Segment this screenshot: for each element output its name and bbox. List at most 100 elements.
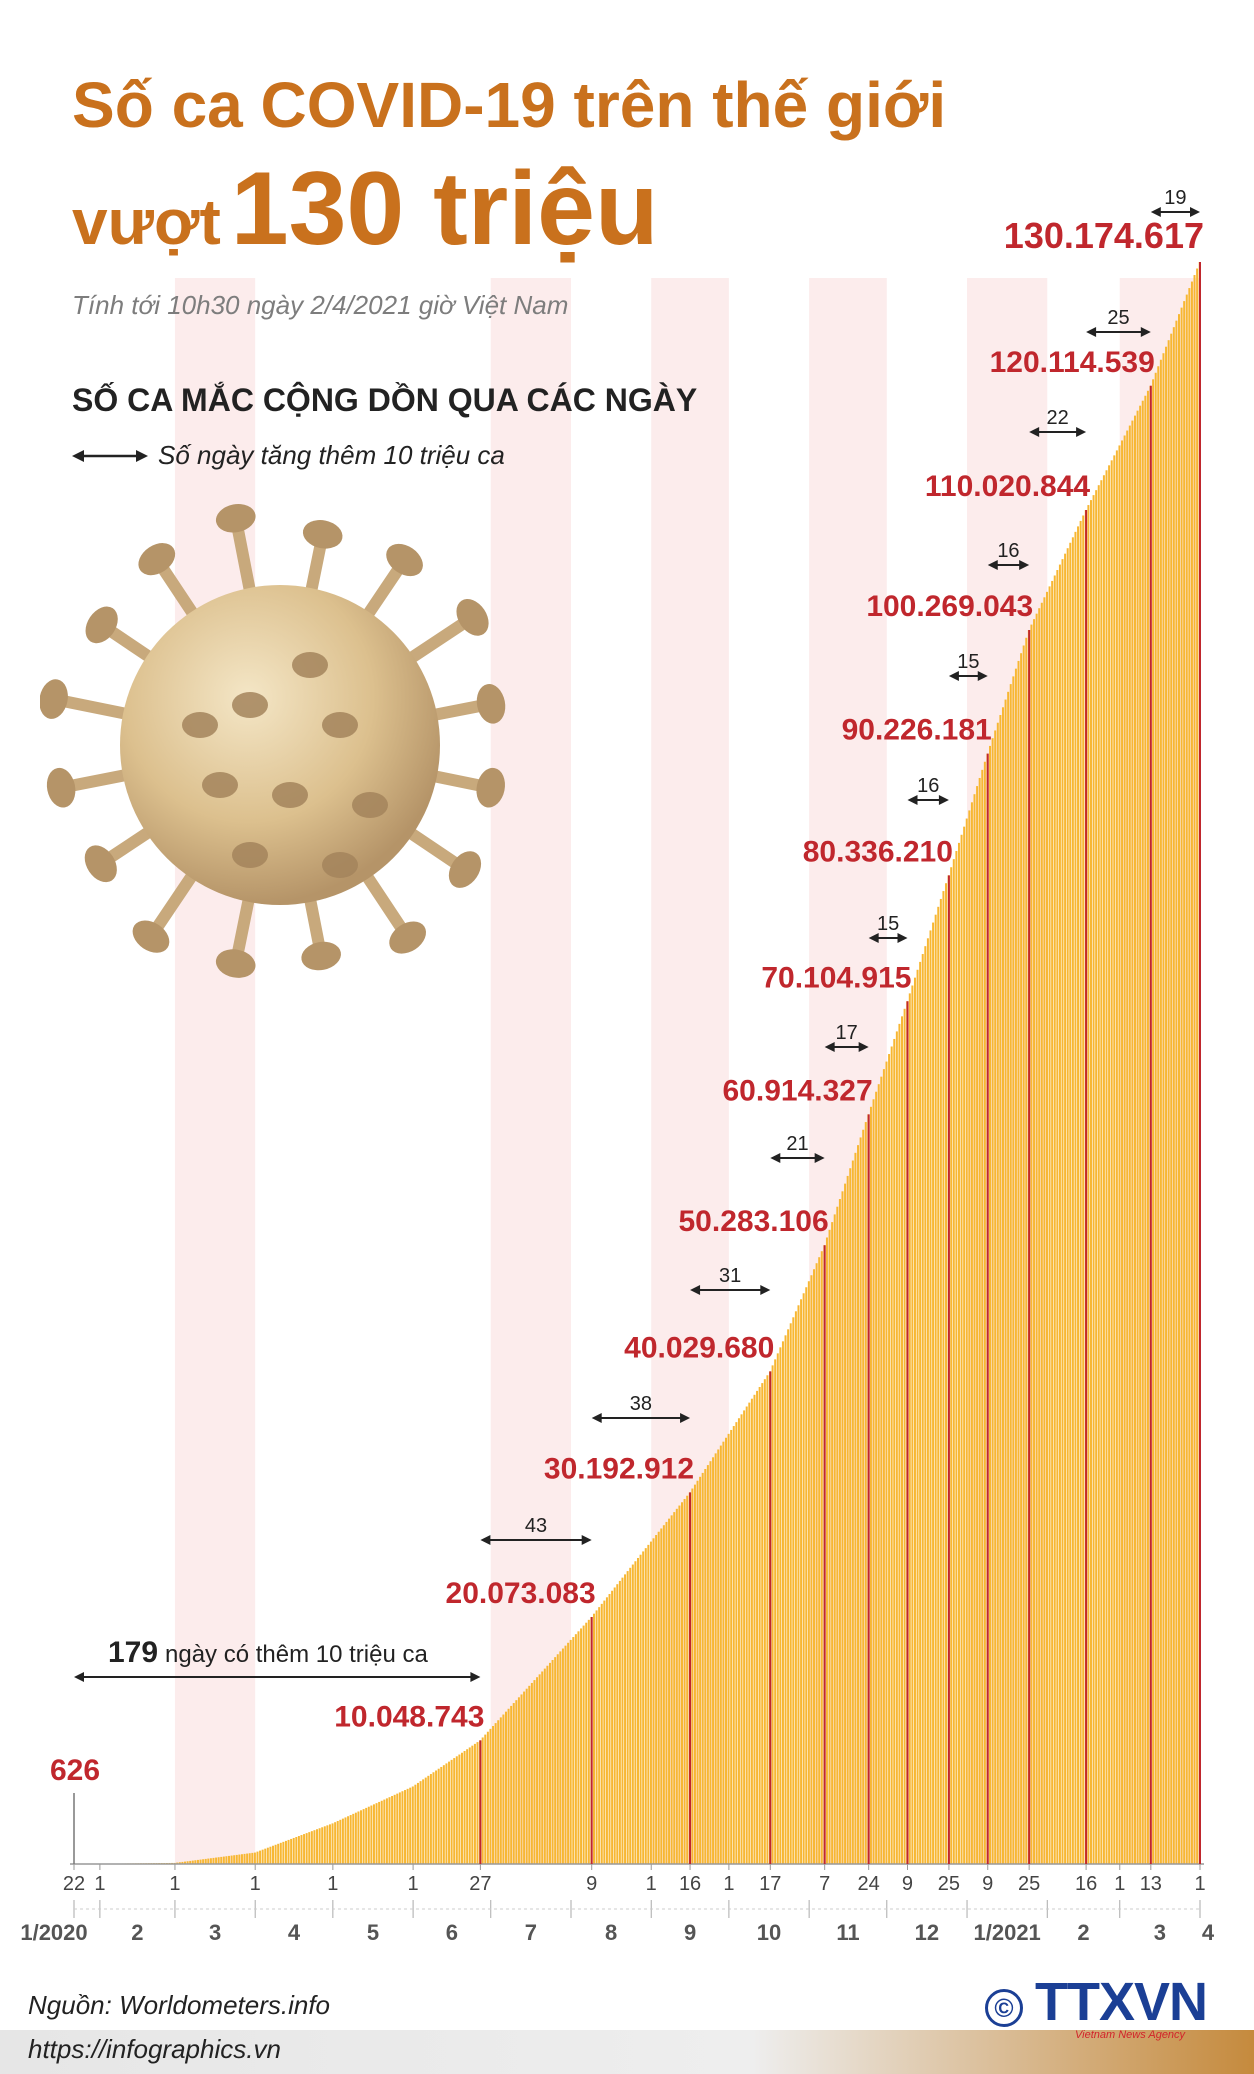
daily-bar [691,1488,694,1864]
daily-bar [520,1694,523,1864]
daily-bar [753,1394,756,1864]
daily-bar [1180,307,1183,1864]
daily-bar [476,1742,479,1864]
daily-bar [838,1199,841,1864]
daily-bar [820,1251,823,1864]
daily-bar [740,1414,743,1864]
footer-link[interactable]: https://infographics.vn [28,2034,281,2064]
daily-bar [618,1580,621,1864]
daily-bar [489,1728,492,1864]
daily-bar [872,1099,875,1864]
daily-bar [942,891,945,1864]
interval-arrow-head [824,1042,835,1052]
daily-bar [595,1610,598,1864]
daily-bar [507,1708,510,1864]
daily-bar [256,1851,259,1864]
interval-days-label: 38 [630,1393,652,1415]
daily-bar [246,1853,249,1864]
x-month-label: 8 [605,1920,617,1945]
daily-bar [813,1269,816,1864]
daily-bar [851,1160,854,1864]
daily-bar [328,1824,331,1864]
daily-bar [714,1453,717,1864]
daily-bar [404,1790,407,1864]
daily-bar [235,1854,238,1864]
daily-bar [554,1657,557,1864]
virus-spike-head [456,598,489,636]
daily-bar [857,1145,860,1864]
daily-bar [844,1183,847,1864]
x-day-tick-label: 22 [63,1873,85,1895]
milestone-value-label: 20.073.083 [446,1577,596,1610]
daily-bar [774,1359,777,1864]
daily-bar [184,1861,186,1864]
virus-spike-head [40,679,68,719]
daily-bar [334,1822,337,1864]
daily-bar [686,1495,689,1864]
x-month-label: 12 [915,1920,939,1945]
daily-bar [818,1257,821,1864]
daily-bar [647,1544,650,1864]
daily-bar [890,1046,893,1864]
x-day-tick-label: 1 [723,1873,734,1895]
interval-arrow-head [868,933,879,943]
x-month-label: 1/2021 [974,1920,1041,1945]
daily-bar [486,1731,489,1864]
interval-arrow-head [814,1153,825,1163]
daily-bar [266,1847,269,1864]
daily-bar [378,1801,381,1864]
daily-bar [763,1379,766,1864]
interval-arrow-head [1019,560,1030,570]
daily-bar [551,1660,554,1864]
interval-arrow [591,1413,691,1423]
daily-bar [849,1168,852,1864]
x-day-tick-label: 17 [759,1873,781,1895]
daily-bar [178,1862,181,1864]
virus-surface-spot [182,712,218,738]
daily-bar [859,1137,862,1864]
daily-bar [779,1347,782,1864]
daily-bar [1033,619,1036,1864]
daily-bar [274,1844,277,1864]
daily-bar [932,922,935,1864]
x-month-label: 3 [1154,1920,1166,1945]
interval-days-label: 31 [719,1265,741,1287]
daily-bar [207,1858,210,1864]
daily-bar [297,1836,300,1864]
virus-spike-head [476,767,505,808]
daily-bar [277,1843,280,1864]
daily-bar [1185,294,1188,1865]
daily-bar [901,1016,904,1864]
daily-bar [973,794,976,1864]
daily-bar [908,993,911,1864]
daily-bar [310,1831,313,1864]
daily-bar [926,938,929,1864]
daily-bar [194,1860,197,1864]
virus-spike-head [302,520,343,549]
daily-bar [559,1651,562,1864]
x-day-tick-label: 9 [902,1873,913,1895]
daily-bar [202,1859,205,1864]
daily-bar [199,1859,202,1864]
daily-bar [564,1645,567,1864]
daily-bar [1040,602,1043,1865]
x-month-label: 9 [684,1920,696,1945]
interval-arrow [74,1672,481,1682]
daily-bar [1118,445,1121,1865]
daily-bar [1172,327,1175,1865]
daily-bar [538,1674,541,1864]
milestone-value-label: 10.048.743 [334,1700,484,1733]
daily-bar [204,1858,207,1864]
daily-bar [810,1275,813,1864]
daily-bar [854,1152,857,1864]
daily-bar [1092,495,1095,1864]
interval-days-label: 25 [1107,307,1129,329]
daily-bar [401,1791,404,1864]
interval-arrow-head [760,1285,771,1295]
interval-arrow-head [591,1413,602,1423]
daily-bar [326,1825,329,1864]
interval-days-text: ngày có thêm 10 triệu ca [165,1641,428,1668]
interval-arrow [690,1285,771,1295]
daily-bar [561,1648,564,1864]
daily-bar [466,1749,469,1864]
